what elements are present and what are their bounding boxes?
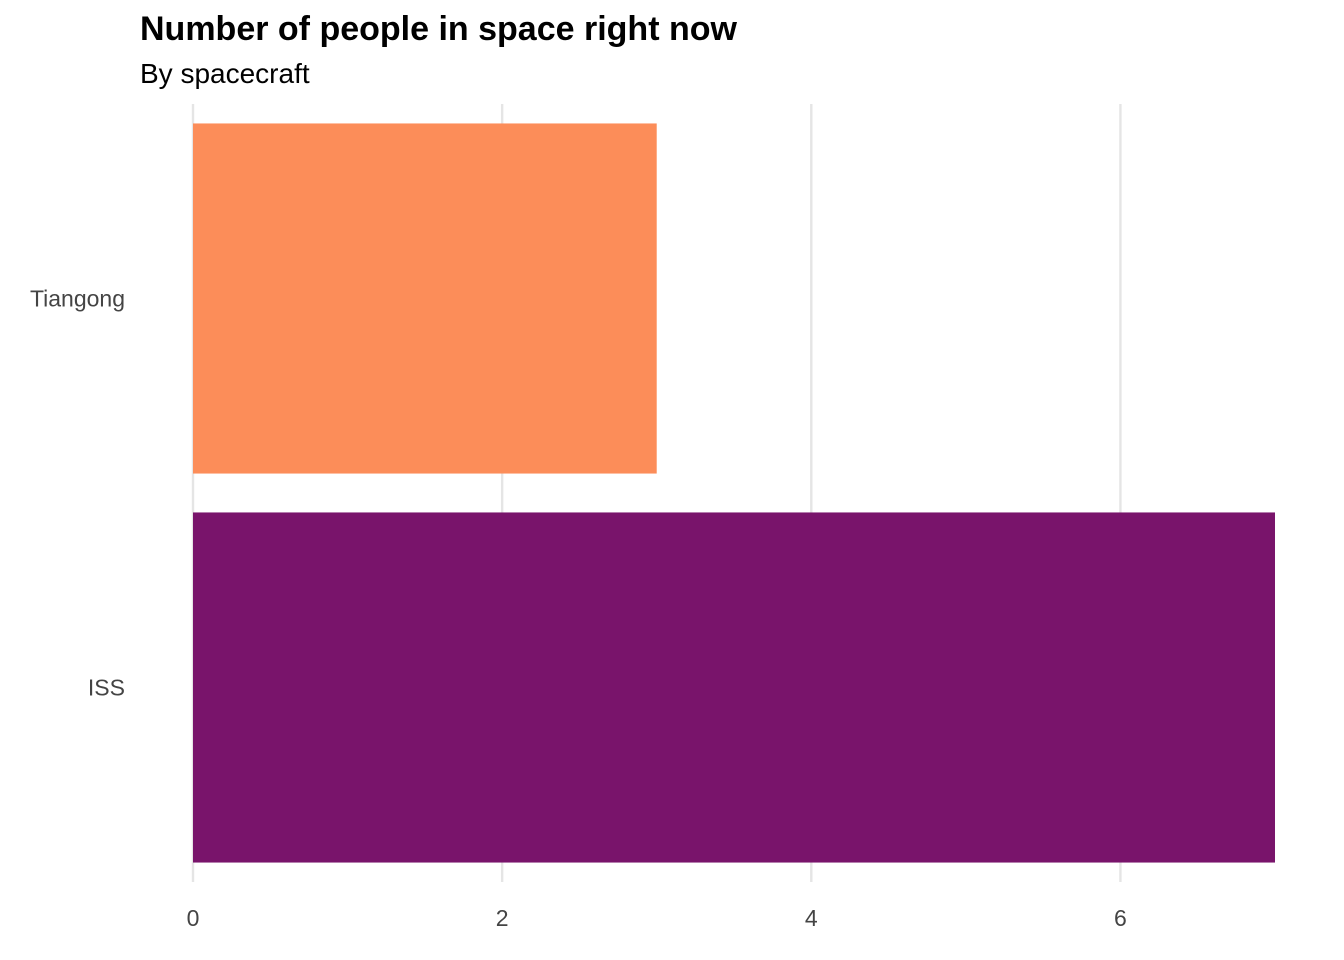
y-axis: Tiangong ISS xyxy=(30,286,125,701)
chart-title: Number of people in space right now xyxy=(140,10,737,48)
x-tick-label-6: 6 xyxy=(1114,905,1127,931)
bar-tiangong xyxy=(193,123,657,474)
x-tick-label-4: 4 xyxy=(805,905,818,931)
y-tick-label-tiangong: Tiangong xyxy=(30,286,125,312)
x-tick-label-2: 2 xyxy=(496,905,509,931)
x-tick-label-0: 0 xyxy=(187,905,200,931)
x-axis: 0 2 4 6 xyxy=(187,905,1127,931)
y-tick-label-iss: ISS xyxy=(88,675,125,701)
chart-subtitle: By spacecraft xyxy=(140,58,310,89)
bars xyxy=(193,123,1275,863)
bar-iss xyxy=(193,512,1275,863)
